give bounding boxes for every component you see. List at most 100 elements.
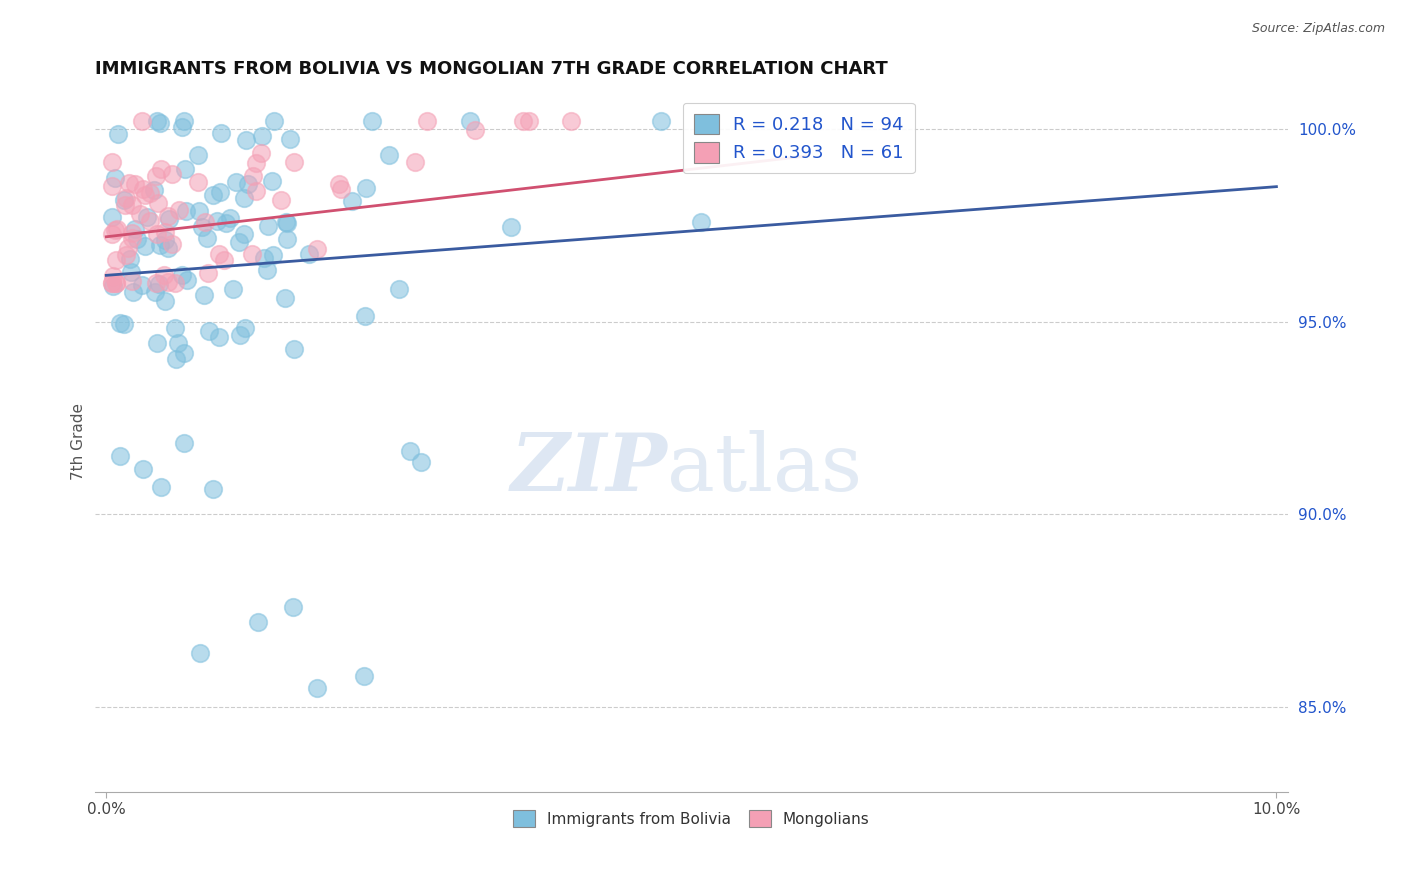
Point: [104, 276, 127, 290]
Point: [399, 444, 422, 458]
Point: [354, 310, 377, 324]
Point: [176, 273, 198, 287]
Point: [117, 241, 139, 255]
Point: [197, 266, 219, 280]
Point: [409, 455, 432, 469]
Point: [253, 251, 276, 265]
Point: [165, 321, 187, 335]
Point: [153, 225, 176, 239]
Point: [170, 268, 193, 283]
Point: [354, 180, 377, 194]
Point: [165, 351, 187, 366]
Point: [157, 209, 180, 223]
Point: [105, 253, 128, 268]
Point: [174, 161, 197, 176]
Point: [139, 213, 162, 227]
Point: [101, 279, 124, 293]
Point: [188, 646, 211, 660]
Point: [129, 207, 152, 221]
Point: [145, 276, 167, 290]
Point: [276, 232, 298, 246]
Point: [121, 231, 143, 245]
Point: [517, 114, 540, 128]
Point: [501, 219, 523, 234]
Point: [329, 182, 352, 196]
Point: [201, 482, 224, 496]
Point: [232, 227, 254, 241]
Point: [247, 615, 270, 630]
Y-axis label: 7th Grade: 7th Grade: [72, 402, 86, 480]
Point: [110, 449, 132, 463]
Point: [276, 216, 298, 230]
Text: Source: ZipAtlas.com: Source: ZipAtlas.com: [1251, 22, 1385, 36]
Point: [242, 169, 264, 183]
Point: [212, 253, 235, 268]
Point: [193, 288, 215, 302]
Point: [150, 161, 173, 176]
Point: [112, 193, 135, 207]
Point: [160, 236, 183, 251]
Point: [195, 231, 218, 245]
Point: [150, 480, 173, 494]
Point: [173, 436, 195, 450]
Point: [131, 461, 153, 475]
Point: [157, 212, 180, 227]
Point: [209, 126, 232, 140]
Point: [283, 342, 305, 356]
Point: [167, 203, 190, 218]
Point: [208, 330, 231, 344]
Point: [274, 291, 297, 305]
Point: [249, 146, 271, 161]
Text: atlas: atlas: [668, 430, 863, 508]
Point: [135, 210, 157, 224]
Point: [270, 193, 292, 207]
Point: [205, 214, 228, 228]
Point: [250, 129, 273, 144]
Point: [118, 176, 141, 190]
Point: [120, 265, 142, 279]
Point: [124, 221, 146, 235]
Point: [125, 232, 148, 246]
Point: [208, 185, 231, 199]
Point: [121, 226, 143, 240]
Point: [187, 204, 209, 219]
Point: [104, 170, 127, 185]
Point: [245, 156, 267, 170]
Point: [235, 133, 257, 147]
Point: [690, 215, 713, 229]
Point: [404, 155, 426, 169]
Point: [101, 227, 124, 241]
Point: [240, 247, 263, 261]
Point: [353, 669, 375, 683]
Point: [278, 132, 301, 146]
Point: [160, 167, 183, 181]
Point: [233, 190, 256, 204]
Point: [464, 123, 486, 137]
Point: [146, 227, 169, 241]
Legend: Immigrants from Bolivia, Mongolians: Immigrants from Bolivia, Mongolians: [508, 804, 876, 833]
Point: [104, 276, 127, 290]
Point: [262, 248, 284, 262]
Point: [142, 183, 165, 197]
Point: [148, 195, 170, 210]
Point: [263, 114, 285, 128]
Point: [134, 239, 156, 253]
Point: [101, 276, 124, 290]
Point: [139, 186, 162, 201]
Point: [121, 274, 143, 288]
Point: [174, 203, 197, 218]
Point: [225, 175, 247, 189]
Point: [191, 219, 214, 234]
Point: [208, 247, 231, 261]
Point: [114, 198, 136, 212]
Point: [201, 188, 224, 202]
Point: [512, 114, 534, 128]
Point: [101, 179, 124, 194]
Text: IMMIGRANTS FROM BOLIVIA VS MONGOLIAN 7TH GRADE CORRELATION CHART: IMMIGRANTS FROM BOLIVIA VS MONGOLIAN 7TH…: [94, 60, 887, 78]
Point: [222, 282, 245, 296]
Point: [378, 148, 401, 162]
Point: [260, 174, 283, 188]
Point: [245, 184, 267, 198]
Point: [166, 336, 188, 351]
Point: [101, 211, 124, 225]
